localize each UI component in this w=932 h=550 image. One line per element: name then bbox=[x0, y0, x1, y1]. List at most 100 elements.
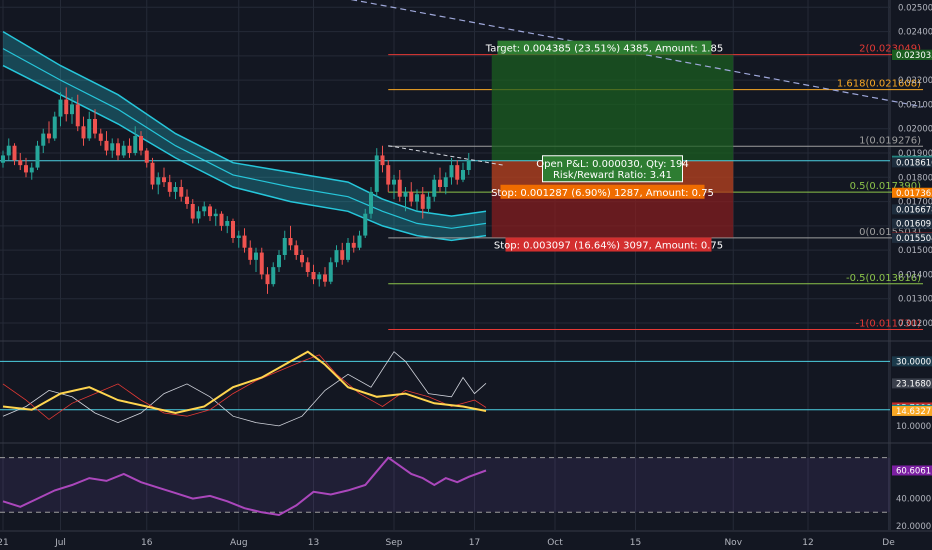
candle-body bbox=[144, 150, 149, 163]
rsi-tag: 60.6061 bbox=[896, 466, 931, 476]
candle-body bbox=[219, 213, 224, 226]
pnl-label: Open P&L: 0.000030, Qty: 194 bbox=[536, 159, 689, 170]
price-tag-bg bbox=[892, 157, 932, 168]
candle-body bbox=[41, 133, 46, 146]
fib-level-label: -1(0.011730) bbox=[856, 319, 922, 330]
candle-body bbox=[357, 235, 362, 248]
candle-body bbox=[213, 213, 218, 217]
candle-body bbox=[466, 160, 471, 170]
candle-body bbox=[24, 165, 28, 173]
date-axis[interactable]: 21 Jul 16 Aug 13 Sep 17 Oct 15 Nov 12 De bbox=[0, 530, 932, 548]
candle-body bbox=[116, 143, 120, 156]
indicator-tag-bg bbox=[892, 378, 932, 389]
candle-body bbox=[397, 179, 402, 197]
long-position-tool[interactable] bbox=[0, 54, 890, 238]
candle-body bbox=[185, 196, 189, 204]
candle-body bbox=[236, 235, 241, 238]
candle-body bbox=[127, 145, 132, 153]
candle-body bbox=[29, 167, 34, 173]
indicator-tag: 14.6327 bbox=[896, 407, 931, 417]
target-label-box bbox=[497, 40, 712, 55]
candle-body bbox=[340, 250, 345, 260]
price-tag: 0.016091 bbox=[896, 220, 932, 230]
rsi-tag: 20.0000 bbox=[896, 522, 931, 532]
date-tick-label: Jul bbox=[54, 538, 66, 548]
target-zone bbox=[491, 54, 734, 161]
candle-body bbox=[81, 126, 86, 139]
candle-body bbox=[369, 191, 373, 214]
candle-body bbox=[409, 191, 414, 202]
candle-body bbox=[87, 119, 92, 139]
candle-body bbox=[363, 213, 368, 236]
price-tag-bg bbox=[892, 187, 932, 198]
candle-body bbox=[317, 274, 322, 280]
candle-body bbox=[121, 145, 126, 156]
candle-body bbox=[443, 177, 448, 187]
candle-body bbox=[167, 182, 172, 192]
candle-body bbox=[133, 136, 138, 153]
candle-body bbox=[311, 272, 316, 280]
fib-level-label: -0.5(0.013616) bbox=[846, 273, 921, 284]
candle-body bbox=[173, 187, 178, 192]
fib-level-label: 2(0.023049) bbox=[859, 44, 921, 55]
candle-body bbox=[179, 187, 184, 197]
candle-body bbox=[449, 165, 454, 178]
indicator-pane: 30.000023.168015.700615.000014.632710.00… bbox=[0, 350, 932, 432]
rsi-band bbox=[0, 457, 890, 513]
indicator-tag: 23.1680 bbox=[896, 379, 931, 389]
candle-body bbox=[202, 206, 207, 212]
candle-body bbox=[351, 242, 356, 248]
candle-body bbox=[98, 133, 103, 141]
candle-body bbox=[420, 194, 425, 209]
indicator-white-line bbox=[2, 351, 487, 427]
date-tick-label: 21 bbox=[0, 538, 9, 548]
stop-label-near: Stop: 0.001287 (6.90%) 1287, Amount: 0.7… bbox=[491, 188, 714, 199]
price-tag: 0.017363 bbox=[896, 189, 932, 199]
candle-body bbox=[150, 162, 155, 185]
price-axis[interactable]: 0.0250000.0240000.0230000.0220000.021000… bbox=[892, 3, 932, 329]
candle-body bbox=[271, 267, 276, 285]
candle-body bbox=[47, 133, 51, 139]
candle-body bbox=[259, 252, 264, 275]
stop-label-near-box bbox=[500, 184, 705, 199]
candle-body bbox=[35, 145, 40, 168]
candle-body bbox=[231, 221, 235, 238]
price-tag: 0.023035 bbox=[896, 51, 932, 61]
candle-body bbox=[277, 255, 281, 268]
date-tick-label: 17 bbox=[469, 538, 480, 548]
date-tick-label: 16 bbox=[141, 538, 153, 548]
indicator-yellow-line bbox=[2, 350, 487, 415]
candle-body bbox=[328, 262, 333, 282]
candle-body bbox=[288, 238, 293, 246]
candle-body bbox=[374, 155, 379, 192]
candle-body bbox=[254, 252, 258, 260]
fib-level-label: 0.5(0.017390) bbox=[850, 181, 922, 192]
rsi-tag: 40.0000 bbox=[896, 495, 931, 505]
indicator-tag-bg bbox=[892, 405, 932, 416]
channel-lower bbox=[2, 64, 487, 242]
candle-body bbox=[196, 211, 201, 219]
candle-body bbox=[190, 204, 195, 219]
candle-body bbox=[52, 116, 57, 139]
price-tag-bg bbox=[892, 50, 932, 61]
candle-body bbox=[64, 99, 69, 115]
date-tick-label: Nov bbox=[724, 538, 742, 548]
position-labels: Target: 0.004385 (23.51%) 4385, Amount: … bbox=[485, 40, 723, 252]
date-tick-label: Aug bbox=[230, 538, 248, 548]
candle-body bbox=[380, 155, 385, 166]
rsi-tag-bg bbox=[892, 465, 932, 476]
candle-body bbox=[461, 170, 465, 180]
candle-body bbox=[346, 242, 350, 260]
candle-body bbox=[438, 179, 442, 187]
price-tag: 0.018616 bbox=[896, 158, 932, 168]
candle-body bbox=[265, 274, 270, 285]
indicator-tag: 10.0000 bbox=[896, 422, 931, 432]
